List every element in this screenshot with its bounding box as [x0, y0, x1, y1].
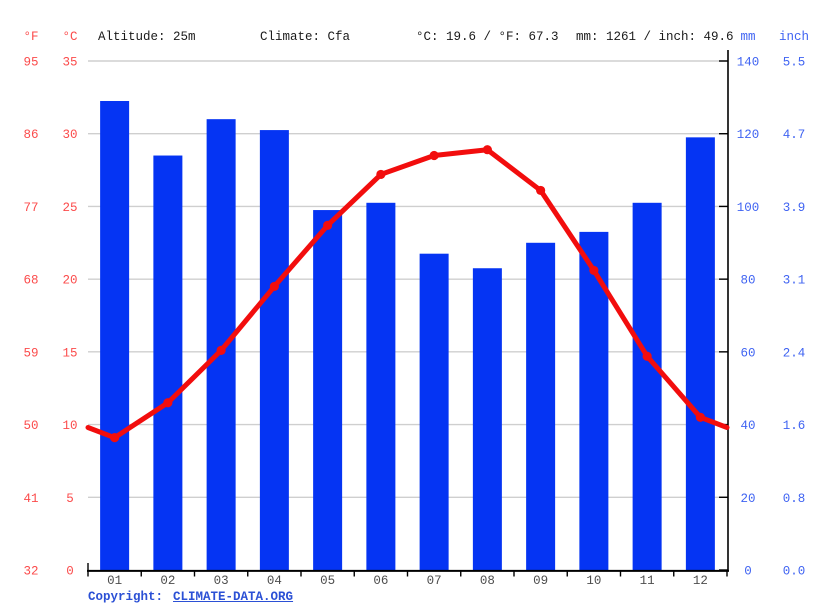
fahrenheit-tick-label: 77 — [23, 201, 38, 215]
month-label: 01 — [107, 574, 122, 588]
fahrenheit-tick-label: 95 — [23, 56, 38, 70]
month-label: 12 — [693, 574, 708, 588]
celsius-tick-label: 30 — [62, 128, 77, 142]
annual-precip-label: mm: 1261 / inch: 49.6 — [576, 30, 734, 44]
temperature-point-06 — [376, 169, 386, 180]
precip-bar-12 — [685, 137, 715, 570]
precip-bar-09 — [526, 242, 556, 571]
fahrenheit-tick-label: 86 — [23, 128, 38, 142]
mm-tick-label: 80 — [740, 274, 755, 288]
copyright-bar: Copyright: CLIMATE-DATA.ORG — [88, 590, 293, 604]
month-label: 07 — [427, 574, 442, 588]
mm-tick-label: 20 — [740, 492, 755, 506]
mm-tick-label: 0 — [744, 565, 752, 579]
celsius-tick-label: 25 — [62, 201, 77, 215]
temperature-point-07 — [429, 150, 439, 161]
precip-bar-02 — [153, 155, 183, 570]
fahrenheit-tick-label: 59 — [23, 346, 38, 360]
temperature-line — [85, 147, 730, 441]
temperature-point-02 — [163, 398, 173, 408]
month-label: 09 — [533, 574, 548, 588]
inch-tick-label: 3.9 — [783, 201, 806, 215]
fahrenheit-tick-label: 32 — [23, 565, 38, 579]
month-label: 04 — [267, 574, 282, 588]
temperature-point-05 — [323, 220, 333, 230]
inch-tick-label: 1.6 — [783, 419, 806, 433]
inch-tick-label: 3.1 — [783, 274, 806, 288]
fahrenheit-unit-label: °F — [23, 30, 39, 44]
temperature-point-01 — [110, 433, 120, 443]
celsius-tick-label: 5 — [66, 492, 74, 506]
precip-bar-11 — [632, 202, 662, 571]
celsius-unit-label: °C — [62, 30, 78, 44]
inch-tick-label: 0.8 — [783, 492, 806, 506]
celsius-tick-label: 10 — [62, 419, 77, 433]
mm-tick-label: 120 — [737, 128, 760, 142]
mm-tick-label: 100 — [737, 201, 760, 215]
month-label: 08 — [480, 574, 495, 588]
precip-bar-06 — [366, 202, 396, 571]
temperature-point-08 — [482, 145, 492, 155]
temperature-point-04 — [269, 281, 279, 292]
fahrenheit-tick-label: 50 — [23, 419, 38, 433]
temperature-point-11 — [642, 351, 652, 361]
celsius-tick-label: 35 — [62, 56, 77, 70]
inch-tick-label: 2.4 — [783, 346, 806, 360]
mean-temperature-label: °C: 19.6 / °F: 67.3 — [416, 30, 559, 44]
fahrenheit-tick-label: 68 — [23, 274, 38, 288]
inch-unit-label: inch — [778, 30, 810, 44]
month-label: 10 — [586, 574, 601, 588]
month-label: 03 — [214, 574, 229, 588]
month-label: 02 — [160, 574, 175, 588]
month-label: 11 — [640, 574, 655, 588]
celsius-tick-label: 20 — [62, 274, 77, 288]
altitude-label: Altitude: 25m — [98, 30, 196, 44]
climate-class-label: Climate: Cfa — [260, 30, 351, 44]
mm-tick-label: 140 — [737, 56, 760, 70]
month-label: 05 — [320, 574, 335, 588]
mm-unit-label: mm — [740, 30, 756, 44]
inch-tick-label: 4.7 — [783, 128, 806, 142]
temperature-point-09 — [536, 185, 546, 196]
mm-tick-label: 60 — [740, 346, 755, 360]
inch-tick-label: 5.5 — [783, 56, 806, 70]
precip-bar-01 — [100, 100, 130, 570]
celsius-tick-label: 15 — [62, 346, 77, 360]
precip-bar-03 — [206, 119, 236, 571]
temperature-point-03 — [216, 345, 226, 356]
inch-tick-label: 0.0 — [783, 565, 806, 579]
precip-bar-07 — [419, 253, 449, 570]
temperature-point-12 — [695, 412, 705, 422]
celsius-tick-label: 0 — [66, 565, 74, 579]
precip-bar-08 — [472, 268, 502, 570]
climate-data-org-link[interactable]: CLIMATE-DATA.ORG — [173, 590, 294, 604]
copyright-label: Copyright: — [88, 590, 164, 604]
mm-tick-label: 40 — [740, 419, 755, 433]
temperature-point-10 — [589, 265, 599, 276]
precip-bar-04 — [259, 130, 289, 571]
month-label: 06 — [373, 574, 388, 588]
precip-bar-05 — [313, 210, 343, 571]
fahrenheit-tick-label: 41 — [23, 492, 38, 506]
